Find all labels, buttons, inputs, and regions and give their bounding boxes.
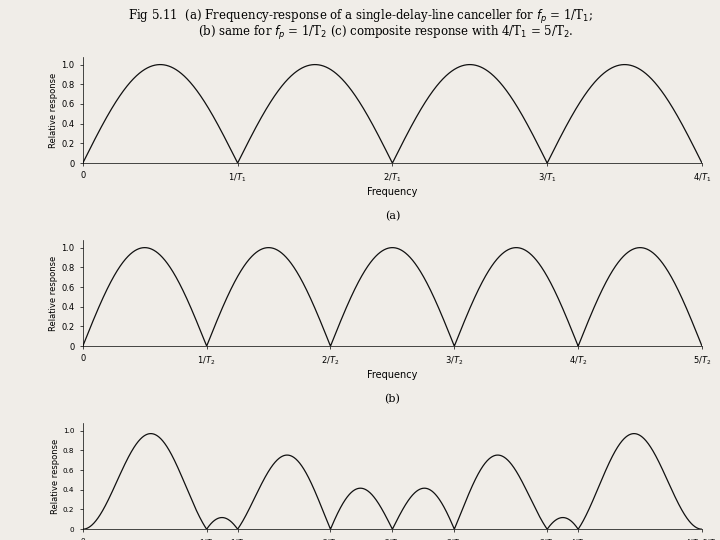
Y-axis label: Relative response: Relative response [51,438,60,514]
Y-axis label: Relative response: Relative response [50,72,58,147]
Y-axis label: Relative response: Relative response [50,255,58,330]
Text: (b): (b) [384,394,400,404]
X-axis label: Frequency: Frequency [367,370,418,380]
X-axis label: Frequency: Frequency [367,187,418,197]
Text: (a): (a) [384,211,400,221]
Text: (b) same for $f_p$ = 1/T$_2$ (c) composite response with 4/T$_1$ = 5/T$_2$.: (b) same for $f_p$ = 1/T$_2$ (c) composi… [146,24,574,42]
Text: Fig 5.11  (a) Frequency-response of a single-delay-line canceller for $f_p$ = 1/: Fig 5.11 (a) Frequency-response of a sin… [127,8,593,26]
